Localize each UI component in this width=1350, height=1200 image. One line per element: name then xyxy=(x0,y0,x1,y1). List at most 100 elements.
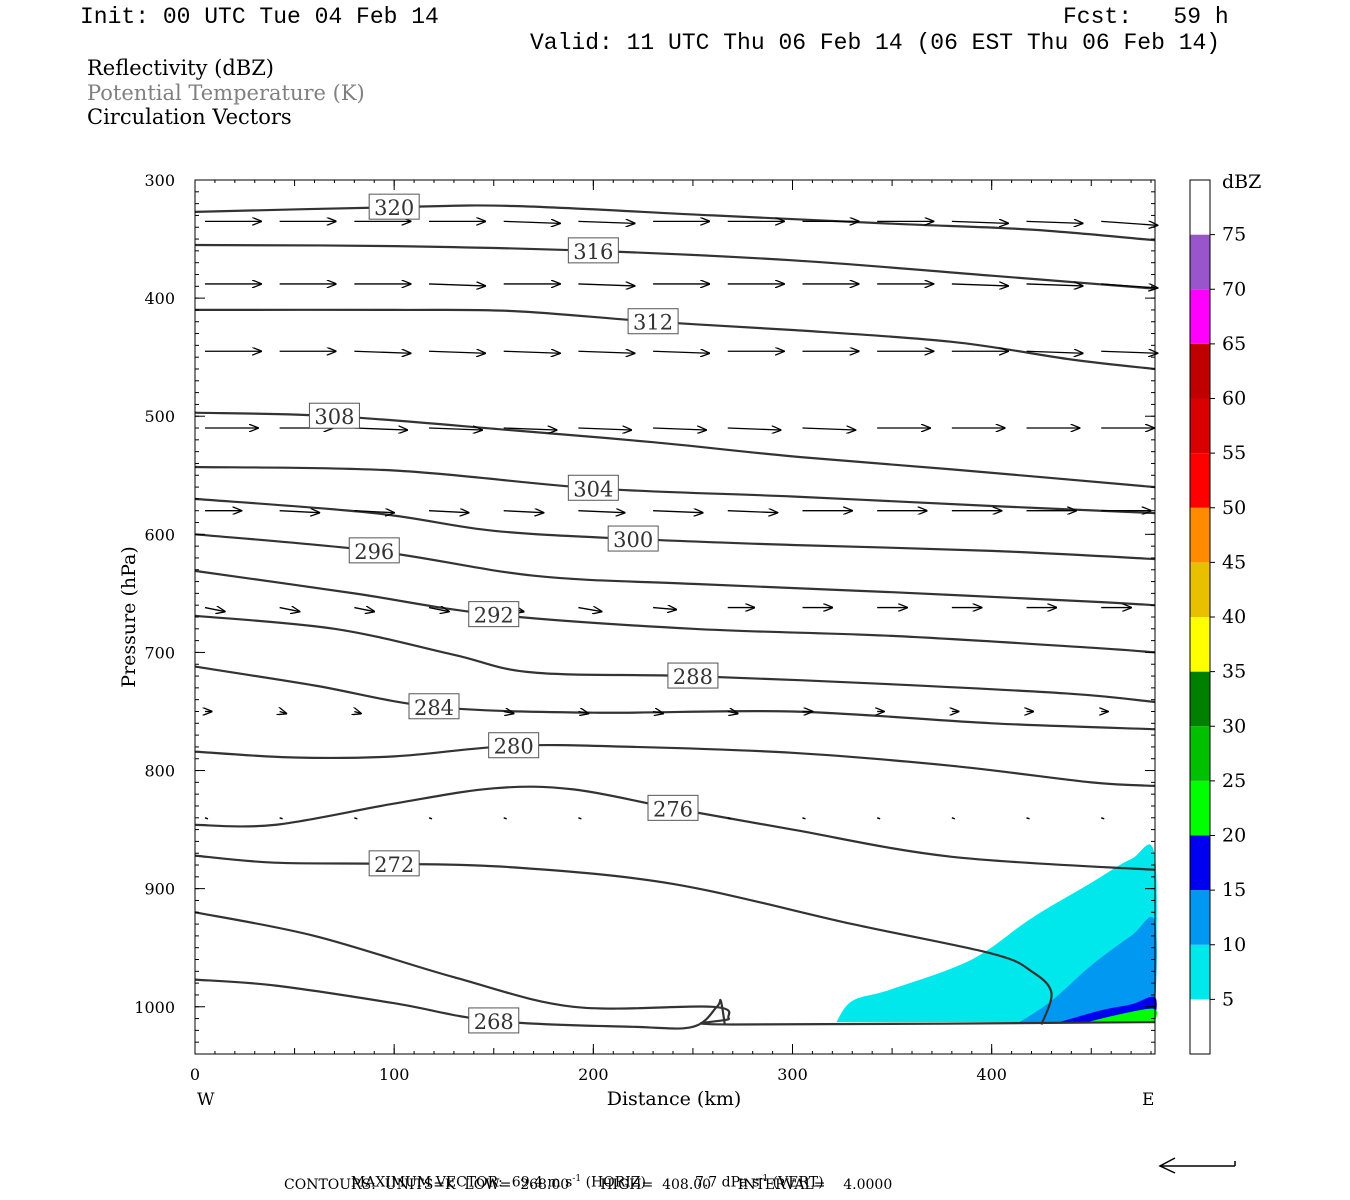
x-tick-label: 100 xyxy=(379,1065,410,1084)
max-vector-vert-unit: (VERT) xyxy=(772,1174,824,1191)
colorbar-label: 5 xyxy=(1222,988,1234,1010)
circulation-vector xyxy=(727,511,778,513)
theta-contour-304 xyxy=(194,465,1156,515)
circulation-vector xyxy=(503,221,560,223)
theta-contour-292 xyxy=(194,569,1156,654)
theta-contour-264 xyxy=(194,911,1156,1026)
circulation-vector xyxy=(578,511,624,513)
theta-contour-320 xyxy=(194,204,1156,242)
west-label: W xyxy=(197,1090,215,1110)
reference-vector-arrow xyxy=(1158,1157,1236,1174)
circulation-vector xyxy=(1026,817,1030,820)
svg-text:312: 312 xyxy=(633,311,673,335)
theta-contour-296 xyxy=(194,533,1156,607)
circulation-vector xyxy=(578,351,634,353)
circulation-vector xyxy=(653,608,676,610)
colorbar-swatch xyxy=(1190,726,1210,781)
circulation-vector xyxy=(1026,351,1083,353)
contour-label-296: 296 xyxy=(348,537,400,564)
x-axis-label: Distance (km) xyxy=(607,1088,742,1110)
circulation-vector xyxy=(802,428,855,430)
reflectivity-region-10 xyxy=(1019,916,1157,1023)
circulation-vector xyxy=(354,711,361,713)
circulation-vector xyxy=(354,351,410,353)
circulation-vector xyxy=(429,428,482,430)
x-tick-label: 400 xyxy=(976,1065,1007,1084)
contour-label-292: 292 xyxy=(468,601,520,628)
circulation-vector xyxy=(1101,817,1105,820)
y-tick-label: 300 xyxy=(144,171,175,190)
valid-time: Valid: 11 UTC Thu 06 Feb 14 (06 EST Thu … xyxy=(530,30,1221,56)
circulation-vector xyxy=(802,817,806,820)
y-tick-label: 600 xyxy=(144,525,175,544)
colorbar-label: 20 xyxy=(1222,825,1246,847)
circulation-vector xyxy=(204,608,225,612)
max-vector-label: MAXIMUM VECTOR: xyxy=(350,1174,503,1191)
colorbar-swatch xyxy=(1190,671,1210,727)
circulation-vector xyxy=(354,428,407,430)
svg-text:304: 304 xyxy=(573,477,613,501)
circulation-vector xyxy=(429,284,485,286)
circulation-vector xyxy=(503,428,557,430)
colorbar-label: 10 xyxy=(1222,934,1246,956)
circulation-vector xyxy=(652,711,663,713)
circulation-vector xyxy=(1101,220,1157,225)
init-time: Init: 00 UTC Tue 04 Feb 14 xyxy=(80,4,439,30)
colorbar-swatch xyxy=(1190,289,1210,344)
y-tick-label: 700 xyxy=(144,643,175,662)
theta-contour-268 xyxy=(194,978,726,1030)
circulation-vector xyxy=(428,608,449,612)
contour-label-288: 288 xyxy=(667,662,719,689)
svg-text:288: 288 xyxy=(673,665,713,689)
colorbar-swatch xyxy=(1190,180,1210,235)
colorbar-title: dBZ xyxy=(1222,171,1261,193)
colorbar-swatch xyxy=(1190,453,1210,508)
svg-text:272: 272 xyxy=(374,853,414,877)
svg-text:296: 296 xyxy=(354,540,394,564)
circulation-vector xyxy=(503,351,560,353)
theta-contour-280 xyxy=(194,743,1156,787)
contour-label-316: 316 xyxy=(567,237,619,264)
theta-contour-312 xyxy=(194,308,1156,371)
colorbar-swatch xyxy=(1190,562,1210,617)
y-axis-label: Pressure (hPa) xyxy=(118,546,140,688)
colorbar-label: 45 xyxy=(1222,551,1246,573)
circulation-vector xyxy=(429,351,485,353)
contour-label-268: 268 xyxy=(468,1007,520,1034)
contour-label-272: 272 xyxy=(368,850,420,877)
circulation-vector xyxy=(578,817,582,820)
circulation-vector xyxy=(279,511,320,513)
y-tick-label: 400 xyxy=(144,289,175,308)
colorbar-label: 65 xyxy=(1222,333,1246,355)
circulation-vector xyxy=(354,817,358,820)
theta-contour-284 xyxy=(194,665,1156,731)
colorbar-swatch xyxy=(1190,890,1210,945)
colorbar-label: 70 xyxy=(1222,278,1246,300)
contour-label-300: 300 xyxy=(607,525,659,552)
circulation-vector xyxy=(727,428,781,430)
field-reflectivity: Reflectivity (dBZ) xyxy=(87,56,275,80)
colorbar-swatch xyxy=(1190,999,1210,1054)
colorbar-label: 30 xyxy=(1222,715,1246,737)
circulation-vector xyxy=(354,608,374,612)
y-tick-label: 800 xyxy=(144,762,175,781)
colorbar-swatch xyxy=(1190,617,1210,672)
circulation-vector xyxy=(428,817,433,820)
circulation-vector xyxy=(653,351,709,353)
circulation-vector xyxy=(578,221,634,223)
circulation-vector xyxy=(1026,284,1083,286)
field-potential-temperature: Potential Temperature (K) xyxy=(87,81,365,105)
svg-text:276: 276 xyxy=(653,797,693,821)
svg-text:316: 316 xyxy=(573,240,613,264)
colorbar-swatch xyxy=(1190,835,1210,891)
circulation-vector xyxy=(578,711,588,713)
contour-label-280: 280 xyxy=(488,732,540,759)
contour-label-320: 320 xyxy=(368,193,420,220)
circulation-vector xyxy=(354,511,394,513)
colorbar-label: 60 xyxy=(1222,388,1246,410)
circulation-vector xyxy=(951,817,956,820)
y-tick-label: 1000 xyxy=(134,998,175,1017)
colorbar-label: 50 xyxy=(1222,497,1246,519)
contour-info: CONTOURS: UNITS=K LOW= 268.00 HIGH= 408.… xyxy=(284,1177,893,1193)
circulation-vector xyxy=(951,221,1008,223)
